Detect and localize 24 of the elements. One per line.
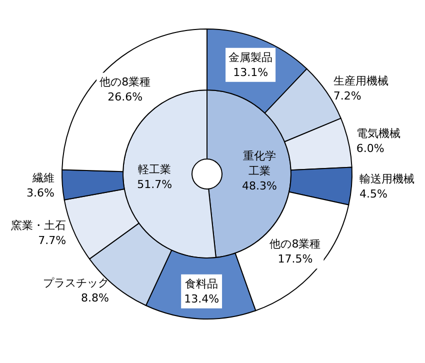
data-label: 51.7% <box>137 178 172 191</box>
data-label: 13.4% <box>184 292 220 306</box>
data-label: 7.7% <box>38 234 66 248</box>
slice-label: 金属製品 <box>228 50 273 64</box>
data-label: 8.8% <box>80 291 109 304</box>
slice-label: 窯業・土石 <box>11 219 66 232</box>
slice-label: 繊維 <box>31 171 54 184</box>
data-label: 3.6% <box>26 186 54 200</box>
slice-label: 重化学工業 <box>242 150 276 178</box>
slice-label: 輸送用機械 <box>359 172 414 186</box>
slice-label: 他の8業種 <box>270 238 321 251</box>
data-label: 13.1% <box>233 66 268 79</box>
data-label: 7.2% <box>333 89 362 102</box>
data-label: 6.0% <box>356 142 384 156</box>
data-label: 17.5% <box>278 252 313 266</box>
slice-label: 電気機械 <box>356 127 400 140</box>
data-label: 26.6% <box>108 90 143 104</box>
slice-label: 軽工業 <box>138 162 172 176</box>
slice-label: プラスチック <box>42 276 109 290</box>
data-label: 4.5% <box>359 188 388 201</box>
data-label: 48.3% <box>242 180 277 193</box>
slice-label: 食料品 <box>185 277 218 290</box>
slice-label: 生産用機械 <box>333 74 388 88</box>
slice-label: 他の8業種 <box>100 76 151 89</box>
